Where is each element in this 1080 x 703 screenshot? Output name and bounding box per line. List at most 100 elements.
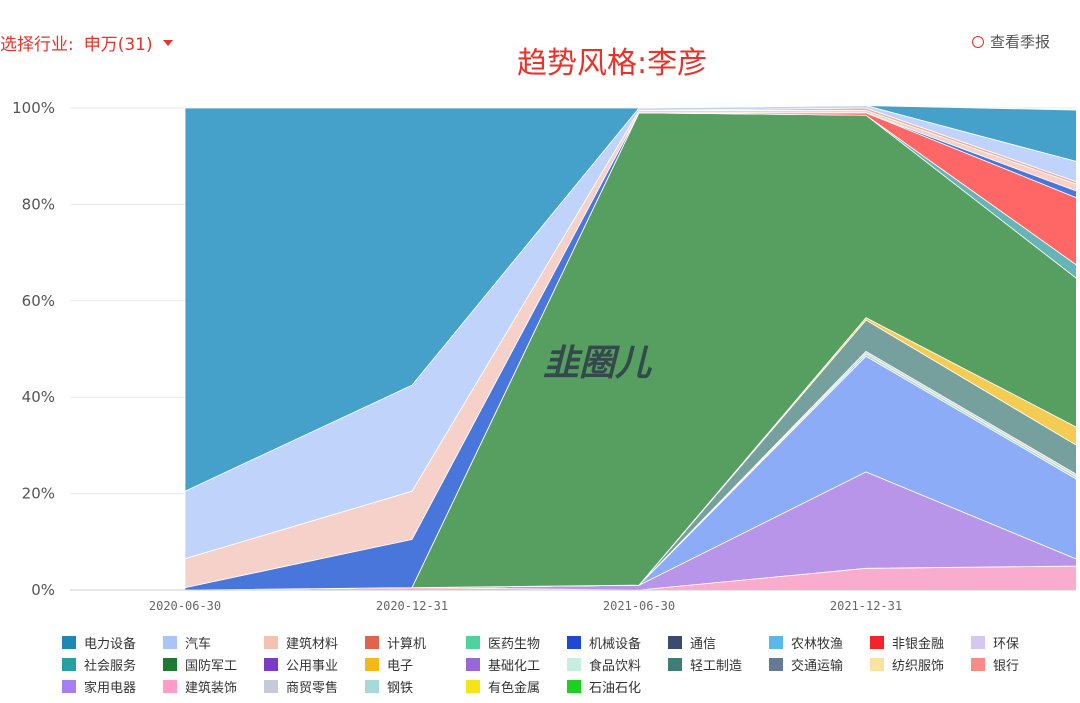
y-tick-label: 20% xyxy=(22,485,55,503)
legend-item[interactable]: 建筑材料 xyxy=(264,633,338,652)
legend-swatch xyxy=(264,680,278,693)
watermark-logo: 韭圈儿 xyxy=(543,343,653,384)
chart-title: 趋势风格:李彦 xyxy=(517,46,708,81)
legend-swatch xyxy=(163,658,177,671)
legend-label: 纺织服饰 xyxy=(892,659,945,674)
legend-item[interactable]: 国防军工 xyxy=(163,655,237,674)
legend-swatch xyxy=(466,658,480,671)
legend-item[interactable]: 银行 xyxy=(971,655,1019,674)
legend-item[interactable]: 社会服务 xyxy=(62,655,136,674)
legend-label: 商贸零售 xyxy=(286,681,339,693)
legend-swatch xyxy=(62,658,76,671)
legend-item[interactable]: 非银金融 xyxy=(870,633,944,652)
legend-swatch xyxy=(769,658,783,671)
legend-item[interactable]: 电子 xyxy=(365,655,413,674)
radio-icon[interactable] xyxy=(972,35,984,48)
legend-label: 公用事业 xyxy=(286,659,339,674)
legend-item[interactable]: 医药生物 xyxy=(466,633,540,652)
legend-swatch xyxy=(62,680,76,693)
legend-swatch xyxy=(567,680,581,693)
legend-swatch xyxy=(62,636,76,649)
legend-swatch xyxy=(466,680,480,693)
legend-item[interactable]: 通信 xyxy=(668,633,716,652)
legend-label: 有色金属 xyxy=(488,681,541,693)
legend-label: 计算机 xyxy=(387,637,427,652)
legend-swatch xyxy=(163,636,177,649)
legend-label: 电力设备 xyxy=(84,637,137,652)
legend-swatch xyxy=(365,680,379,693)
legend-item[interactable]: 有色金属 xyxy=(466,677,540,693)
legend-label: 非银金融 xyxy=(892,637,945,652)
legend-label: 银行 xyxy=(993,659,1020,674)
legend-item[interactable]: 汽车 xyxy=(163,633,211,652)
y-tick-label: 40% xyxy=(22,388,55,406)
legend-label: 国防军工 xyxy=(185,659,238,674)
legend-swatch xyxy=(870,636,884,649)
legend: 电力设备 汽车 建筑材料 计算机 医药生物 机械设备 通信 农林牧渔 非银金融 环保社会服务 国防军… xyxy=(62,633,1080,693)
legend-item[interactable]: 农林牧渔 xyxy=(769,633,843,652)
x-tick-label: 2021-12-31 xyxy=(830,599,902,613)
legend-swatch xyxy=(668,658,682,671)
legend-item[interactable]: 食品饮料 xyxy=(567,655,641,674)
legend-label: 基础化工 xyxy=(488,659,541,674)
y-tick-label: 100% xyxy=(12,99,55,117)
legend-swatch xyxy=(668,636,682,649)
legend-label: 食品饮料 xyxy=(589,659,642,674)
area-电力设备 xyxy=(184,106,1076,492)
legend-swatch xyxy=(365,658,379,671)
legend-item[interactable]: 石油石化 xyxy=(567,677,641,693)
y-tick-label: 80% xyxy=(22,195,55,213)
legend-item[interactable]: 机械设备 xyxy=(567,633,641,652)
legend-swatch xyxy=(971,658,985,671)
x-tick-label: 2021-06-30 xyxy=(603,599,675,613)
legend-item[interactable]: 建筑装饰 xyxy=(163,677,237,693)
legend-label: 建筑材料 xyxy=(286,637,339,652)
industry-selector[interactable]: 选择行业: 申万(31) xyxy=(0,30,173,55)
legend-item[interactable]: 电力设备 xyxy=(62,633,136,652)
legend-item[interactable]: 商贸零售 xyxy=(264,677,338,693)
legend-swatch xyxy=(264,636,278,649)
x-tick-label: 2020-06-30 xyxy=(149,599,221,613)
x-tick-label: 2020-12-31 xyxy=(376,599,448,613)
legend-item[interactable]: 家用电器 xyxy=(62,677,136,693)
legend-label: 轻工制造 xyxy=(690,659,743,674)
legend-item[interactable]: 环保 xyxy=(971,633,1019,652)
legend-swatch xyxy=(163,680,177,693)
quarter-report-label: 查看季报 xyxy=(990,33,1051,51)
legend-label: 家用电器 xyxy=(84,681,137,693)
legend-item[interactable]: 公用事业 xyxy=(264,655,338,674)
quarter-report-toggle[interactable]: 查看季报 xyxy=(972,31,1050,52)
caret-down-icon xyxy=(162,39,173,46)
industry-label: 选择行业: xyxy=(0,35,74,55)
legend-swatch xyxy=(567,636,581,649)
legend-label: 社会服务 xyxy=(84,659,137,674)
legend-swatch xyxy=(870,658,884,671)
legend-item[interactable]: 交通运输 xyxy=(769,655,843,674)
legend-label: 石油石化 xyxy=(589,681,642,693)
legend-label: 医药生物 xyxy=(488,637,541,652)
legend-item[interactable]: 基础化工 xyxy=(466,655,540,674)
legend-item[interactable]: 计算机 xyxy=(365,633,426,652)
legend-label: 钢铁 xyxy=(387,681,414,693)
legend-item[interactable]: 纺织服饰 xyxy=(870,655,944,674)
legend-item[interactable]: 轻工制造 xyxy=(668,655,742,674)
legend-label: 汽车 xyxy=(185,637,212,652)
y-tick-label: 0% xyxy=(31,581,55,599)
legend-swatch xyxy=(466,636,480,649)
legend-label: 通信 xyxy=(690,637,717,652)
areas-group xyxy=(184,106,1076,591)
y-tick-label: 60% xyxy=(22,292,55,310)
legend-swatch xyxy=(365,636,379,649)
legend-label: 交通运输 xyxy=(791,659,844,674)
industry-value: 申万(31) xyxy=(83,35,153,55)
legend-label: 机械设备 xyxy=(589,637,642,652)
legend-swatch xyxy=(971,636,985,649)
legend-item[interactable]: 钢铁 xyxy=(365,677,413,693)
legend-label: 农林牧渔 xyxy=(791,637,844,652)
legend-label: 环保 xyxy=(993,637,1020,652)
legend-swatch xyxy=(264,658,278,671)
area-chart: 0% 20% 40% 60% 80% 100% 2020-06-30 2020-12-31 20… xyxy=(12,99,1076,613)
legend-label: 电子 xyxy=(387,659,414,674)
legend-label: 建筑装饰 xyxy=(185,681,238,693)
legend-swatch xyxy=(567,658,581,671)
